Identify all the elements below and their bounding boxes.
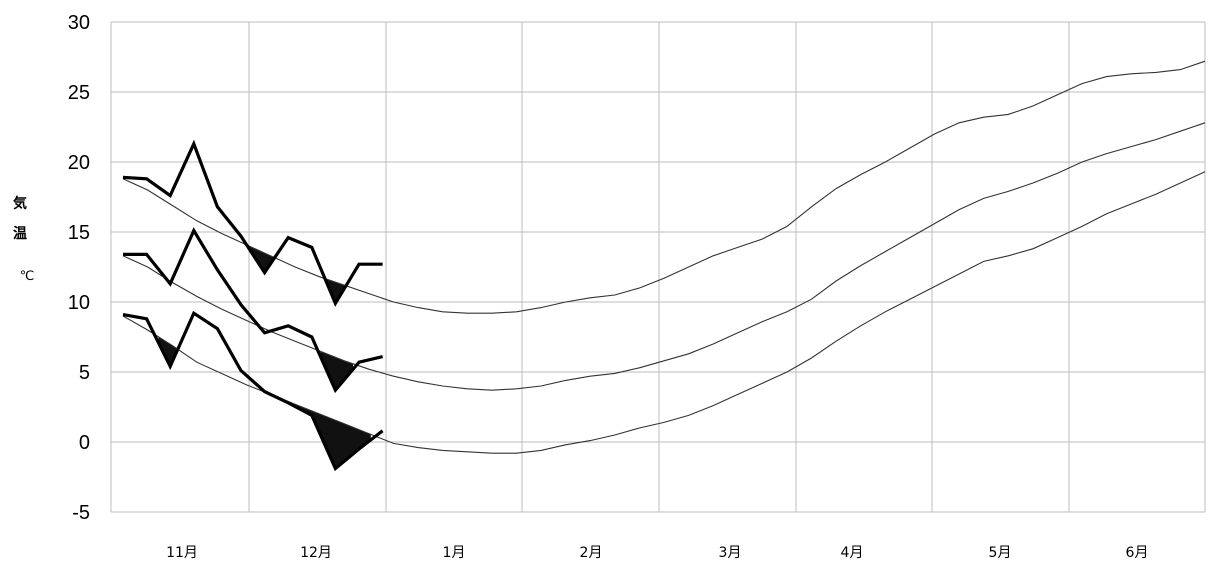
normal-lines [122,60,1206,454]
x-tick-label: 12月 [300,545,332,561]
observed-line [123,227,383,394]
y-tick-label: 10 [68,292,90,314]
x-tick-label: 5月 [989,545,1012,561]
y-tick-label: 5 [79,362,90,384]
y-axis-label-char: 温 [13,226,27,242]
x-tick-label: 2月 [580,545,603,561]
y-tick-label: 25 [68,82,90,104]
gridlines [110,21,1206,513]
x-tick-label: 6月 [1126,545,1149,561]
x-tick-label: 1月 [443,545,466,561]
x-axis-ticks: 11月 12月 1月 2月 3月 4月 5月 6月 [166,545,1148,561]
y-tick-label: -5 [72,502,90,524]
y-tick-label: 0 [79,432,90,454]
below-normal-fill [326,279,345,304]
y-tick-label: 15 [68,222,90,244]
x-tick-label: 3月 [719,545,742,561]
y-axis-label: 気温 ℃ [13,195,34,284]
x-tick-label: 11月 [166,545,198,561]
observed-lines [122,139,384,472]
below-normal-fill [158,336,177,367]
y-tick-label: 20 [68,152,90,174]
y-axis-ticks: 30 25 20 15 10 5 0 -5 [68,12,90,524]
observed-line [122,139,383,307]
below-normal-fill [294,403,371,469]
y-axis-label-char: 気 [13,195,27,212]
normal-line [122,171,1206,454]
y-tick-label: 30 [68,12,90,34]
observed-line [122,310,384,472]
normal-line [122,122,1206,391]
y-axis-unit: ℃ [20,269,35,284]
x-tick-label: 4月 [841,545,864,561]
normal-line [122,60,1206,314]
